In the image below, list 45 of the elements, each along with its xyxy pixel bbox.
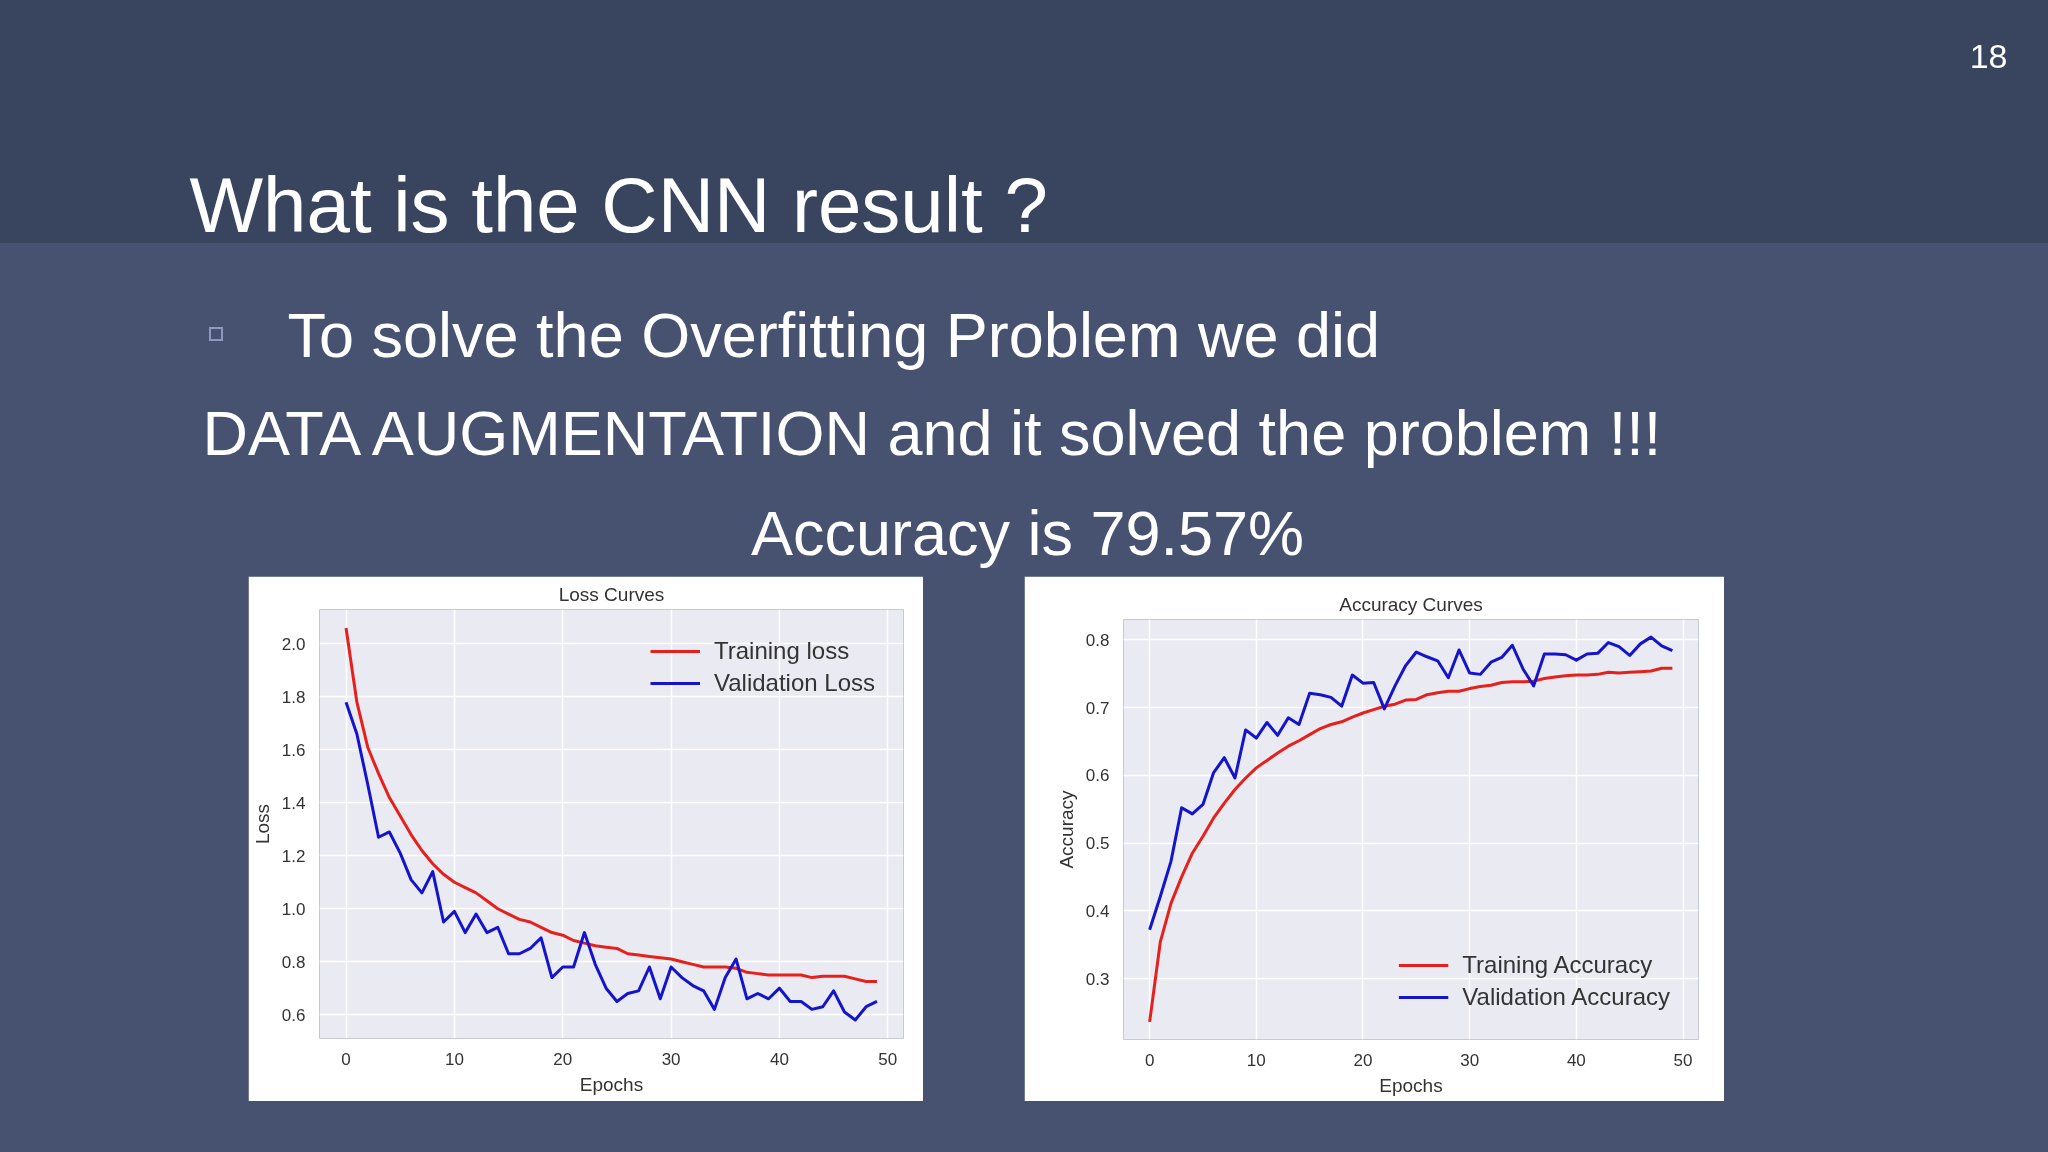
- line-series: [344, 700, 879, 1022]
- x-tick-label: 0: [1144, 1050, 1155, 1070]
- y-tick-label: 0.6: [1085, 766, 1110, 786]
- y-tick-label: 1.2: [281, 846, 306, 866]
- y-tick-label: 2.0: [281, 634, 306, 654]
- x-tick-label: 20: [553, 1049, 573, 1069]
- text: 18: [1969, 37, 2008, 75]
- x-tick-label: 30: [661, 1049, 681, 1069]
- y-tick-label: 1.8: [281, 687, 306, 707]
- line-series: [344, 626, 879, 984]
- x-axis-title: Epochs: [1379, 1074, 1443, 1096]
- chart-title: Accuracy Curves: [1339, 593, 1483, 615]
- x-tick-label: 50: [1673, 1050, 1693, 1070]
- line-series: [1148, 666, 1674, 1024]
- x-tick-label: 40: [769, 1049, 789, 1069]
- legend-label: Validation Loss: [714, 669, 875, 697]
- legend-label: Training loss: [714, 637, 850, 665]
- y-tick-label: 0.5: [1085, 834, 1110, 854]
- x-tick-label: 20: [1353, 1050, 1373, 1070]
- y-tick-label: 0.4: [1085, 901, 1110, 921]
- y-axis-title: Accuracy: [1055, 789, 1077, 869]
- legend-label: Training Accuracy: [1462, 951, 1653, 979]
- y-axis-title: Loss: [251, 803, 273, 845]
- x-tick-label: 40: [1566, 1050, 1586, 1070]
- x-tick-label: 10: [444, 1049, 464, 1069]
- x-tick-label: 30: [1460, 1050, 1480, 1070]
- text: DATA AUGMENTATION and it solved the problem !!!: [202, 397, 1662, 468]
- line-series: [1148, 635, 1674, 932]
- y-tick-label: 1.4: [281, 793, 306, 813]
- y-tick-label: 0.6: [281, 1005, 306, 1025]
- x-tick-label: 0: [341, 1049, 351, 1069]
- chart-title: Loss Curves: [558, 583, 665, 605]
- y-tick-label: 1.0: [281, 899, 306, 919]
- y-tick-label: 0.8: [281, 952, 306, 972]
- x-tick-label: 50: [878, 1049, 898, 1069]
- text: What is the CNN result ?: [189, 160, 1048, 249]
- text: To solve the Overfitting Problem we did: [287, 299, 1381, 370]
- legend-label: Validation Accuracy: [1462, 983, 1670, 1011]
- x-tick-label: 10: [1246, 1050, 1266, 1070]
- y-tick-label: 0.3: [1085, 969, 1110, 989]
- text: Accuracy is 79.57%: [750, 497, 1305, 568]
- x-axis-title: Epochs: [579, 1073, 644, 1095]
- y-tick-label: 0.7: [1085, 698, 1110, 718]
- y-tick-label: 0.8: [1085, 630, 1110, 650]
- y-tick-label: 1.6: [281, 740, 306, 760]
